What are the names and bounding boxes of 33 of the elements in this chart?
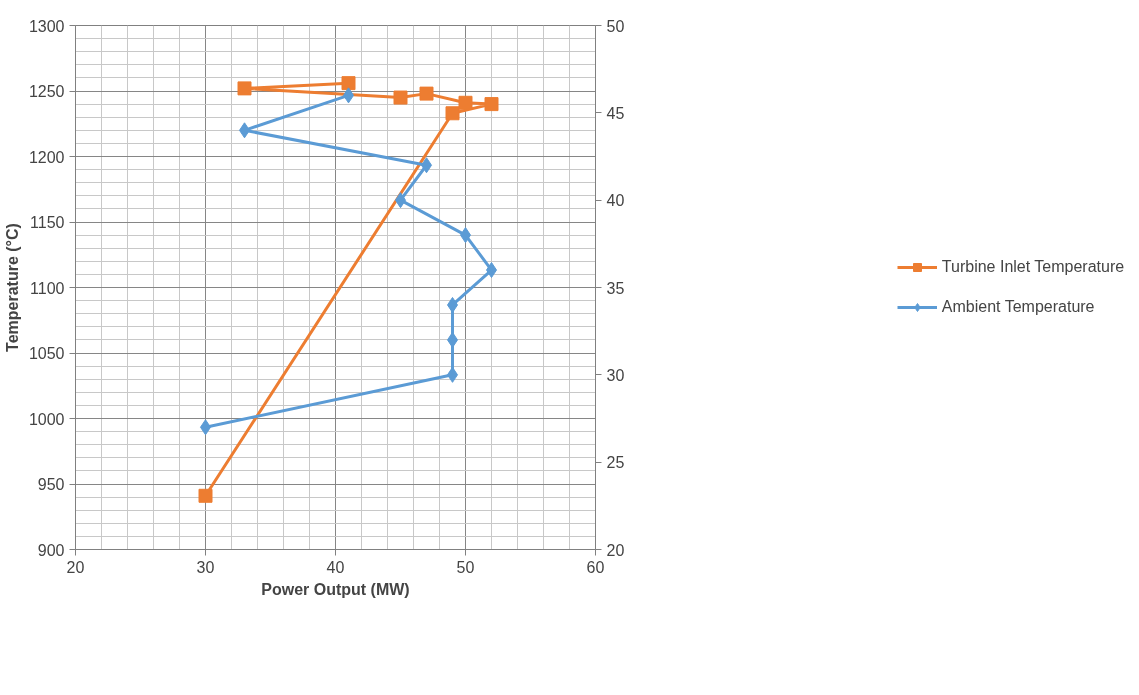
y-tick-label: 1050 — [28, 345, 65, 362]
point — [419, 86, 434, 101]
y-tick-label: 1200 — [28, 148, 65, 166]
x-tick-label: 40 — [326, 558, 345, 576]
legend-label: Turbine Inlet Temperature — [941, 258, 1125, 276]
x-tick-label: 30 — [196, 558, 215, 576]
point — [237, 81, 252, 96]
y2-tick-label: 20 — [606, 541, 625, 559]
point — [458, 95, 473, 110]
y-tick-label: 900 — [37, 541, 65, 559]
point — [341, 76, 356, 91]
point — [393, 90, 408, 105]
point — [445, 106, 460, 121]
point — [198, 488, 213, 503]
x-axis-title: Power Output (MW) — [261, 580, 410, 598]
x-tick-label: 60 — [586, 558, 605, 576]
y2-tick-label: 40 — [606, 192, 625, 210]
y2-tick-label: 35 — [606, 279, 625, 297]
legend-label: Ambient Temperature — [941, 298, 1095, 316]
y-tick-label: 950 — [37, 476, 65, 493]
point — [484, 97, 499, 112]
y2-tick-label: 45 — [606, 104, 625, 122]
y-axis-title: Temperature (°C) — [3, 223, 21, 352]
y-tick-label: 1000 — [28, 410, 65, 428]
y-tick-label: 1300 — [28, 17, 65, 35]
x-tick-label: 50 — [456, 558, 475, 576]
x-tick-label: 20 — [66, 558, 85, 576]
y2-tick-label: 30 — [606, 366, 625, 384]
y-tick-label: 1150 — [30, 214, 65, 231]
y-tick-label: 1250 — [28, 83, 65, 100]
y-tick-label: 1100 — [30, 279, 65, 297]
y2-tick-label: 25 — [606, 454, 625, 472]
y2-tick-label: 50 — [606, 17, 625, 35]
